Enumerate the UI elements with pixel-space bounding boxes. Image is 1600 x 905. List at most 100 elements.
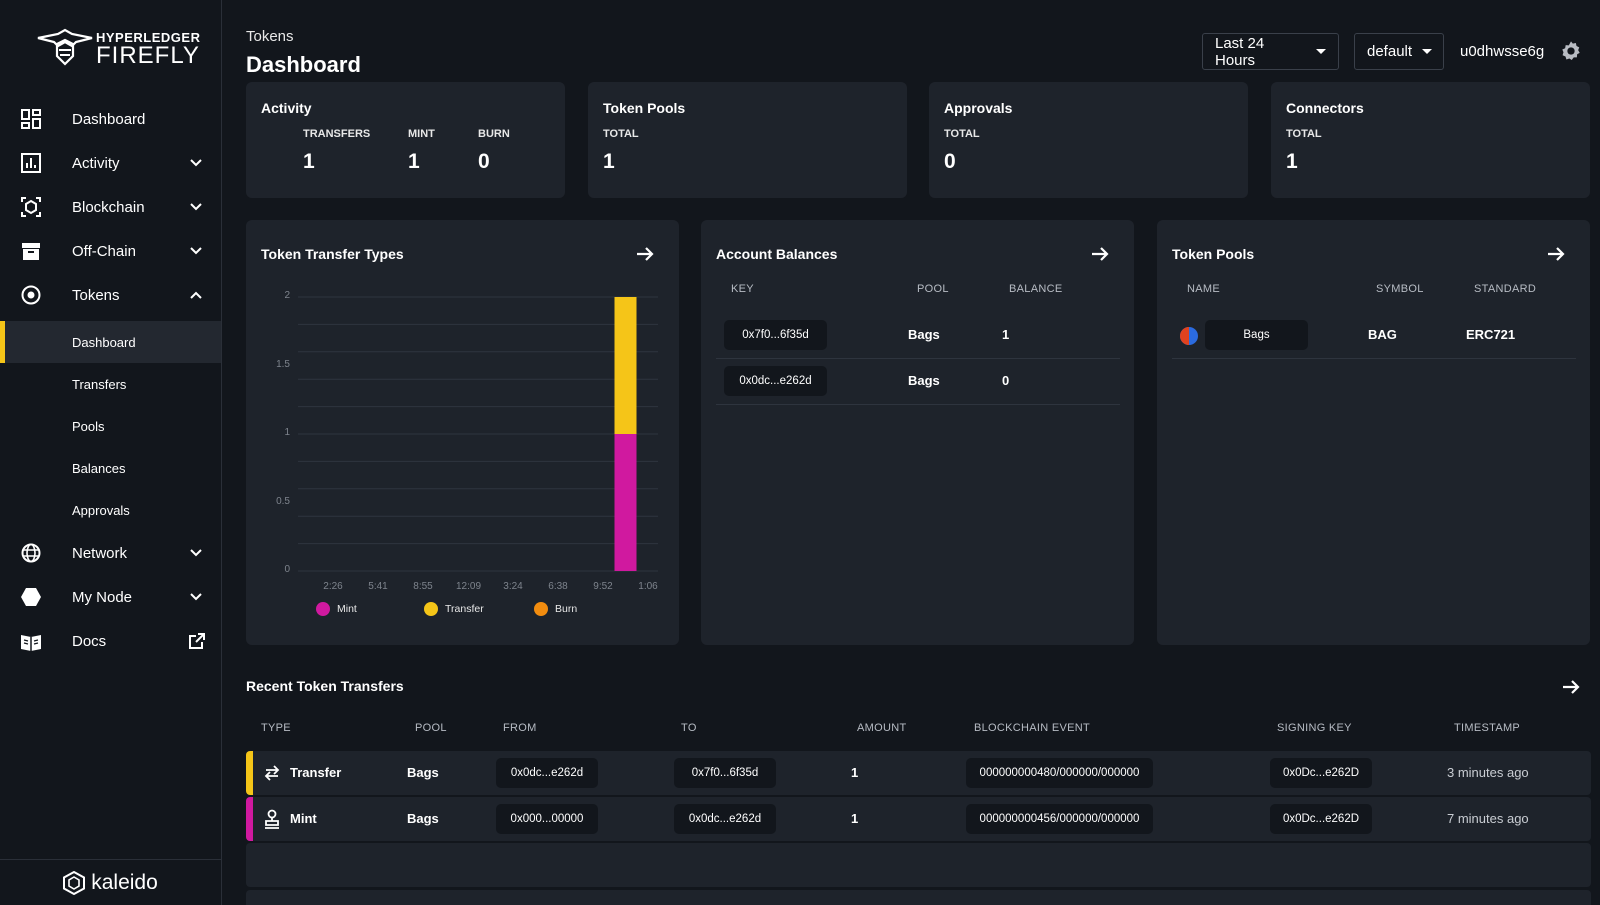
legend-mint-label: Mint <box>337 603 357 615</box>
sidebar-subitem-approvals[interactable]: Approvals <box>0 489 221 531</box>
sidebar-item-label: Blockchain <box>72 198 145 216</box>
time-range-dropdown[interactable]: Last 24 Hours <box>1202 33 1339 70</box>
from-address-chip[interactable]: 0x000...00000 <box>496 804 598 834</box>
sidebar-subitem-tokens-dashboard[interactable]: Dashboard <box>0 321 221 363</box>
column-header-name: NAME <box>1187 283 1220 295</box>
namespace-dropdown[interactable]: default <box>1354 33 1444 70</box>
approvals-summary-card[interactable]: Approvals TOTAL 0 <box>929 82 1248 198</box>
chevron-down-icon <box>190 247 202 255</box>
type-color-bar <box>246 797 253 841</box>
card-title: Connectors <box>1286 100 1364 116</box>
x-tick-label: 2:26 <box>323 581 343 592</box>
connectors-total: 1 <box>1286 150 1298 173</box>
balance-value: 0 <box>1002 373 1010 388</box>
sidebar-item-off-chain[interactable]: Off-Chain <box>0 229 221 273</box>
burn-label: BURN <box>478 128 510 140</box>
legend-burn-label: Burn <box>555 603 578 615</box>
sidebar-item-label: Dashboard <box>72 110 146 128</box>
from-address-chip[interactable]: 0x0dc...e262d <box>496 758 598 788</box>
pools-total: 1 <box>603 150 615 173</box>
pool-symbol: BAG <box>1368 327 1397 342</box>
signing-key-chip[interactable]: 0x0Dc...e262D <box>1270 758 1372 788</box>
transfer-timestamp: 3 minutes ago <box>1447 765 1529 780</box>
to-address-chip[interactable]: 0x7f0...6f35d <box>674 758 776 788</box>
mint-label: MINT <box>408 128 435 140</box>
connectors-summary-card[interactable]: Connectors TOTAL 1 <box>1271 82 1590 198</box>
transfer-arrows-icon <box>264 765 280 781</box>
recent-transfers-title: Recent Token Transfers <box>246 678 404 694</box>
arrow-right-icon[interactable] <box>635 244 655 264</box>
namespace-value: default <box>1367 43 1413 60</box>
chevron-down-icon <box>190 203 202 211</box>
sidebar-item-network[interactable]: Network <box>0 531 221 575</box>
pool-name-chip[interactable]: Bags <box>1205 320 1308 350</box>
x-tick-label: 1:06 <box>638 581 658 592</box>
x-tick-label: 3:24 <box>503 581 523 592</box>
account-key-chip[interactable]: 0x7f0...6f35d <box>724 320 827 350</box>
y-tick-label: 1.5 <box>276 358 290 370</box>
pool-standard: ERC721 <box>1466 327 1516 342</box>
sidebar-item-tokens[interactable]: Tokens <box>0 273 221 317</box>
transfer-row[interactable]: Transfer Bags 0x0dc...e262d 0x7f0...6f35… <box>246 751 1591 795</box>
logo-bottom-text: FIREFLY <box>96 42 200 69</box>
total-label: TOTAL <box>603 128 639 140</box>
transfer-pool: Bags <box>407 811 439 826</box>
sidebar-subitem-balances[interactable]: Balances <box>0 447 221 489</box>
chevron-up-icon <box>190 291 202 299</box>
x-tick-label: 8:55 <box>413 581 433 592</box>
legend-mint-dot <box>316 602 330 616</box>
activity-summary-card[interactable]: Activity TRANSFERS 1 MINT 1 BURN 0 <box>246 82 565 198</box>
signing-key-chip[interactable]: 0x0Dc...e262D <box>1270 804 1372 834</box>
x-tick-label: 12:09 <box>456 581 482 592</box>
y-tick-label: 2 <box>284 290 290 301</box>
sidebar-item-docs[interactable]: Docs <box>0 619 221 663</box>
sidebar-item-label: Activity <box>72 154 120 172</box>
sidebar-subitem-label: Pools <box>72 418 105 434</box>
arrow-right-icon[interactable] <box>1546 244 1566 264</box>
transfers-label: TRANSFERS <box>303 128 371 140</box>
card-title: Token Transfer Types <box>261 246 404 262</box>
account-key-chip[interactable]: 0x0dc...e262d <box>724 366 827 396</box>
sidebar-subitem-transfers[interactable]: Transfers <box>0 363 221 405</box>
bar-segment-mint[interactable] <box>614 434 637 571</box>
logo-top-text: HYPERLEDGER <box>96 30 201 45</box>
column-header-standard: STANDARD <box>1474 283 1537 295</box>
time-range-value: Last 24 Hours <box>1215 34 1265 69</box>
sidebar-item-activity[interactable]: Activity <box>0 141 221 185</box>
x-tick-label: 5:41 <box>368 581 388 592</box>
column-header-amount: AMOUNT <box>857 722 907 734</box>
sidebar-item-label: Docs <box>72 632 107 650</box>
blockchain-event-chip[interactable]: 000000000456/000000/000000 <box>966 804 1153 834</box>
breadcrumb[interactable]: Tokens <box>246 28 294 45</box>
total-label: TOTAL <box>944 128 980 140</box>
card-title: Approvals <box>944 100 1013 116</box>
sidebar-item-my-node[interactable]: My Node <box>0 575 221 619</box>
row-divider <box>716 358 1120 359</box>
sidebar-subitem-label: Balances <box>72 460 126 476</box>
x-tick-label: 6:38 <box>548 581 568 592</box>
token-pools-summary-card[interactable]: Token Pools TOTAL 1 <box>588 82 907 198</box>
sidebar-subitem-pools[interactable]: Pools <box>0 405 221 447</box>
bar-segment-transfer[interactable] <box>614 297 637 434</box>
blockchain-event-chip[interactable]: 000000000480/000000/000000 <box>966 758 1153 788</box>
sidebar-item-dashboard[interactable]: Dashboard <box>0 97 221 141</box>
to-address-chip[interactable]: 0x0dc...e262d <box>674 804 776 834</box>
legend-transfer-dot <box>424 602 438 616</box>
gear-icon[interactable] <box>1560 40 1582 62</box>
arrow-right-icon[interactable] <box>1561 677 1581 697</box>
caret-down-icon <box>1316 49 1326 54</box>
firefly-logo[interactable]: HYPERLEDGER FIREFLY <box>36 26 200 70</box>
transfer-row[interactable]: Mint Bags 0x000...00000 0x0dc...e262d 1 … <box>246 797 1591 841</box>
y-tick-label: 0 <box>284 564 290 575</box>
transfer-timestamp: 7 minutes ago <box>1447 811 1529 826</box>
transfer-types-chart <box>298 296 658 572</box>
arrow-right-icon[interactable] <box>1090 244 1110 264</box>
sidebar-item-blockchain[interactable]: Blockchain <box>0 185 221 229</box>
transfer-amount: 1 <box>851 765 859 780</box>
card-title: Account Balances <box>716 246 838 262</box>
legend-burn-dot <box>534 602 548 616</box>
empty-row <box>246 843 1591 887</box>
row-divider <box>716 404 1120 405</box>
transfer-pool: Bags <box>407 765 439 780</box>
tokens-icon <box>21 285 41 305</box>
